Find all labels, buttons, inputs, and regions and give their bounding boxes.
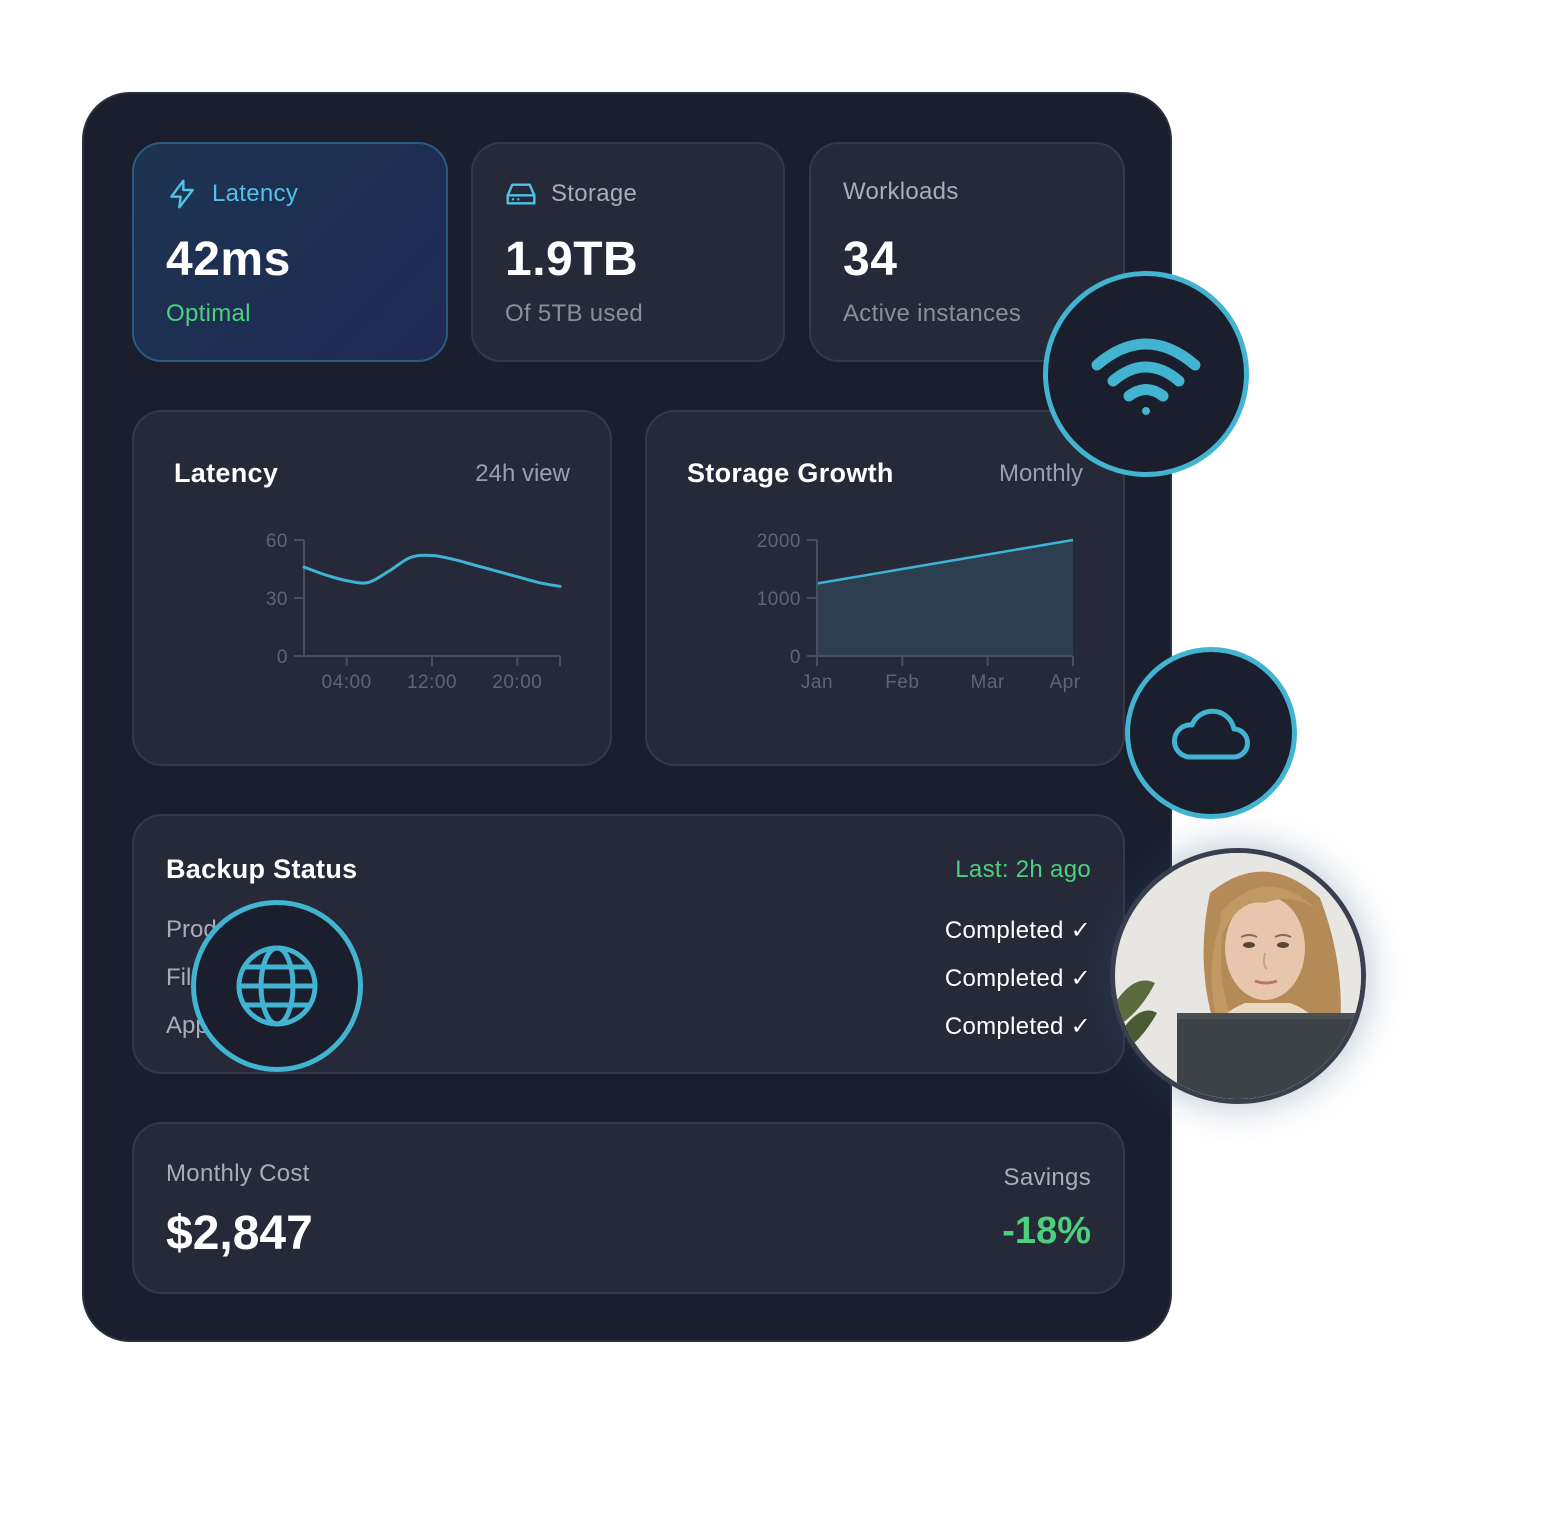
savings-label: Savings [1003, 1164, 1091, 1191]
latency-stat-label: Latency [212, 180, 299, 207]
y-tick-label: 60 [266, 531, 288, 552]
latency-series-line [302, 553, 562, 588]
storage-chart-period: Monthly [998, 460, 1083, 487]
x-tick-label: Mar [971, 672, 1005, 693]
workloads-stat-sub: Active instances [843, 300, 1022, 327]
latency-stat-status: Optimal [166, 300, 251, 327]
globe-bubble [191, 900, 363, 1072]
storage-area-chart: 0 1000 2000 Jan Feb Mar Apr [757, 531, 1080, 693]
storage-stat-sub: Of 5TB used [505, 300, 644, 327]
workloads-stat-value: 34 [843, 233, 898, 286]
storage-growth-chart-card[interactable]: Storage Growth Monthly 0 1000 2000 Jan Feb Ma… [645, 410, 1125, 766]
x-tick-label: 20:00 [492, 672, 542, 693]
backup-row-label: Fil [166, 964, 192, 991]
x-tick-label: 04:00 [322, 672, 372, 693]
latency-stat-header: Latency [166, 178, 298, 210]
y-tick-label: 2000 [757, 531, 801, 552]
storage-area-fill [817, 540, 1073, 656]
wifi-icon [1091, 338, 1201, 415]
storage-stat-value: 1.9TB [505, 233, 639, 286]
workloads-stat-card[interactable]: Workloads 34 Active instances [809, 142, 1125, 362]
backup-row-status: Completed ✓ [944, 1013, 1091, 1040]
x-tick-label: Apr [1049, 672, 1080, 693]
cloud-bubble [1125, 647, 1297, 819]
workloads-stat-header: Workloads [843, 178, 959, 206]
backup-row-status: Completed ✓ [944, 965, 1091, 992]
dashboard-panel: Latency 42ms Optimal Storage 1.9TB Of 5T… [82, 92, 1172, 1342]
hard-drive-icon [506, 183, 536, 205]
globe-icon [236, 945, 318, 1027]
monthly-cost-card[interactable]: Monthly Cost $2,847 Savings -18% [132, 1122, 1125, 1294]
latency-chart-period: 24h view [475, 460, 570, 487]
workloads-stat-label: Workloads [843, 178, 959, 205]
latency-line-chart: 0 30 60 04:00 12:00 20:00 [266, 531, 562, 693]
y-tick-label: 0 [277, 647, 288, 668]
bolt-icon [170, 179, 194, 209]
latency-stat-value: 42ms [166, 233, 291, 286]
x-tick-label: Feb [885, 672, 919, 693]
storage-stat-header: Storage [505, 178, 637, 210]
backup-row-status: Completed ✓ [944, 917, 1091, 944]
y-tick-label: 30 [266, 589, 288, 610]
x-tick-label: Jan [801, 672, 833, 693]
storage-chart-title: Storage Growth [687, 458, 894, 488]
monthly-cost-label: Monthly Cost [166, 1160, 310, 1187]
y-tick-label: 1000 [757, 589, 801, 610]
x-tick-label: 12:00 [407, 672, 457, 693]
monthly-cost-value: $2,847 [166, 1207, 313, 1260]
savings-value: -18% [1002, 1210, 1091, 1252]
backup-last-time: Last: 2h ago [955, 856, 1091, 883]
storage-series-line [816, 538, 1074, 585]
latency-stat-card[interactable]: Latency 42ms Optimal [132, 142, 448, 362]
y-tick-label: 0 [790, 647, 801, 668]
cloud-icon [1172, 708, 1250, 760]
backup-status-title: Backup Status [166, 854, 358, 884]
user-photo [1110, 848, 1366, 1104]
storage-stat-label: Storage [551, 180, 638, 207]
latency-chart-card[interactable]: Latency 24h view 0 30 60 04:00 12:00 20:00 [132, 410, 612, 766]
storage-stat-card[interactable]: Storage 1.9TB Of 5TB used [471, 142, 785, 362]
latency-chart-title: Latency [174, 458, 279, 488]
wifi-bubble [1043, 271, 1249, 477]
